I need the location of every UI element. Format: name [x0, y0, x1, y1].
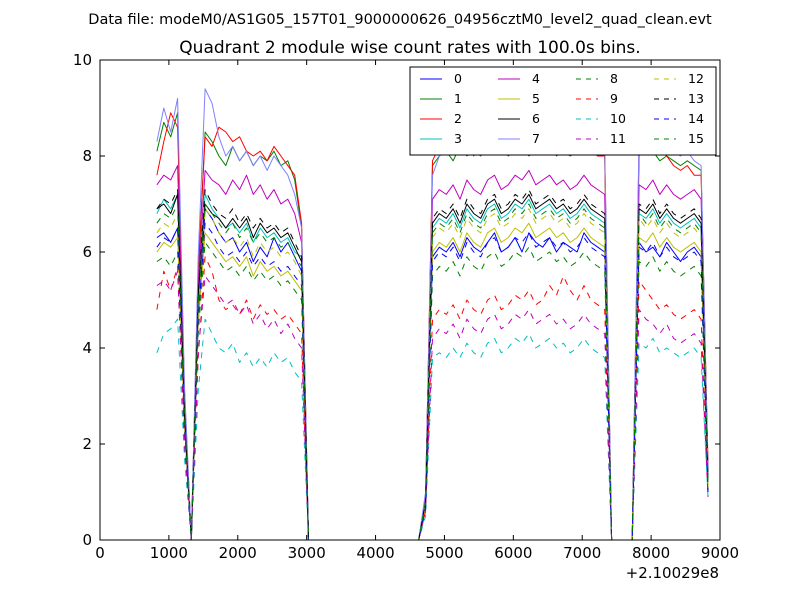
series-line-8: [156, 241, 709, 540]
series-line-13: [156, 189, 709, 540]
x-tick-label: 8000: [632, 544, 670, 562]
legend-label-12: 12: [688, 71, 704, 86]
plot-frame: [99, 59, 721, 541]
x-tick-label: 0: [95, 544, 105, 562]
legend-label-15: 15: [688, 131, 704, 146]
legend-label-2: 2: [454, 111, 462, 126]
y-tick-label: 4: [82, 339, 92, 357]
series-line-7: [156, 88, 709, 540]
series-line-2: [156, 112, 709, 540]
x-tick-label: 9000: [701, 544, 739, 562]
series-line-4: [156, 165, 709, 540]
x-tick-label: 7000: [563, 544, 601, 562]
series-layer: [156, 88, 709, 540]
legend-label-6: 6: [532, 111, 540, 126]
chart-title: Quadrant 2 module wise count rates with …: [179, 38, 640, 58]
y-tick-label: 10: [73, 51, 92, 69]
axis-ticks: 0 1000 2000 3000 4000 5000 6000 7000 8000 9000 0 2 4…: [73, 51, 739, 562]
legend-label-1: 1: [454, 91, 462, 106]
x-offset-label: +2.10029e8: [626, 564, 719, 582]
legend-label-0: 0: [454, 71, 462, 86]
x-tick-label: 4000: [356, 544, 394, 562]
legend-label-7: 7: [532, 131, 540, 146]
legend-label-9: 9: [610, 91, 618, 106]
legend-label-4: 4: [532, 71, 540, 86]
series-line-11: [156, 270, 709, 540]
y-tick-label: 6: [82, 243, 92, 261]
legend-label-8: 8: [610, 71, 618, 86]
x-tick-label: 2000: [219, 544, 257, 562]
legend-label-14: 14: [688, 111, 704, 126]
y-tick-label: 0: [82, 531, 92, 549]
x-tick-label: 1000: [150, 544, 188, 562]
x-tick-label: 3000: [288, 544, 326, 562]
y-tick-label: 8: [82, 147, 92, 165]
legend-label-5: 5: [532, 91, 540, 106]
legend-label-11: 11: [610, 131, 626, 146]
x-tick-label: 5000: [425, 544, 463, 562]
y-tick-label: 2: [82, 435, 92, 453]
legend-box: [409, 66, 717, 156]
legend-label-13: 13: [688, 91, 704, 106]
legend-label-10: 10: [610, 111, 626, 126]
x-tick-label: 6000: [494, 544, 532, 562]
legend-label-3: 3: [454, 131, 462, 146]
suptitle: Data file: modeM0/AS1G05_157T01_90000006…: [88, 12, 712, 28]
